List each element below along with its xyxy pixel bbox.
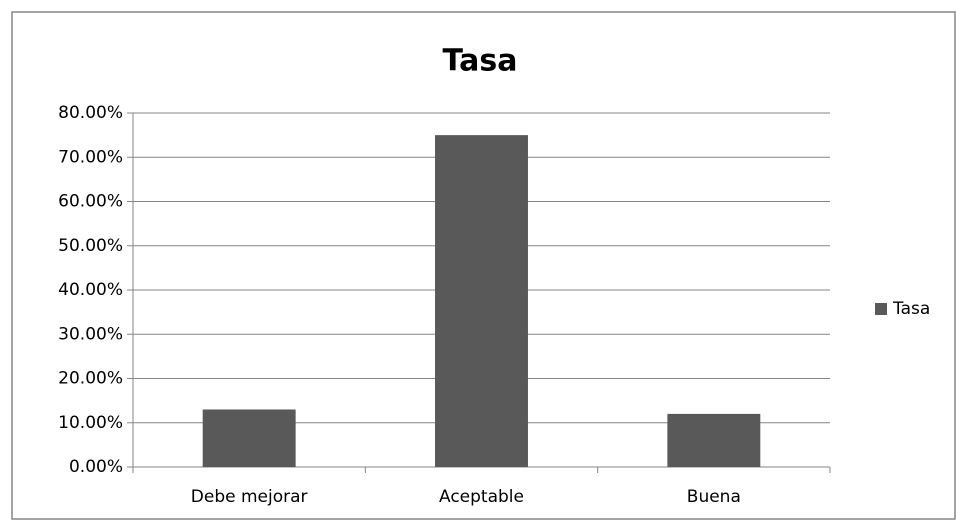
legend-swatch (875, 303, 887, 315)
y-tick-label: 0.00% (69, 457, 123, 477)
y-tick-label: 50.00% (58, 236, 123, 256)
y-tick-label: 40.00% (58, 280, 123, 300)
x-tick-label: Buena (687, 487, 741, 507)
y-tick-label: 20.00% (58, 369, 123, 389)
y-tick-label: 80.00% (58, 103, 123, 123)
y-tick-label: 70.00% (58, 147, 123, 167)
x-tick-label: Debe mejorar (191, 487, 308, 507)
y-tick-label: 30.00% (58, 324, 123, 344)
bar (202, 409, 296, 467)
legend-label: Tasa (892, 299, 930, 319)
bar (667, 413, 761, 467)
bar (435, 135, 528, 467)
chart-title: Tasa (443, 44, 518, 79)
y-tick-label: 10.00% (58, 413, 123, 433)
y-tick-label: 60.00% (58, 192, 123, 212)
x-tick-label: Aceptable (439, 487, 524, 507)
